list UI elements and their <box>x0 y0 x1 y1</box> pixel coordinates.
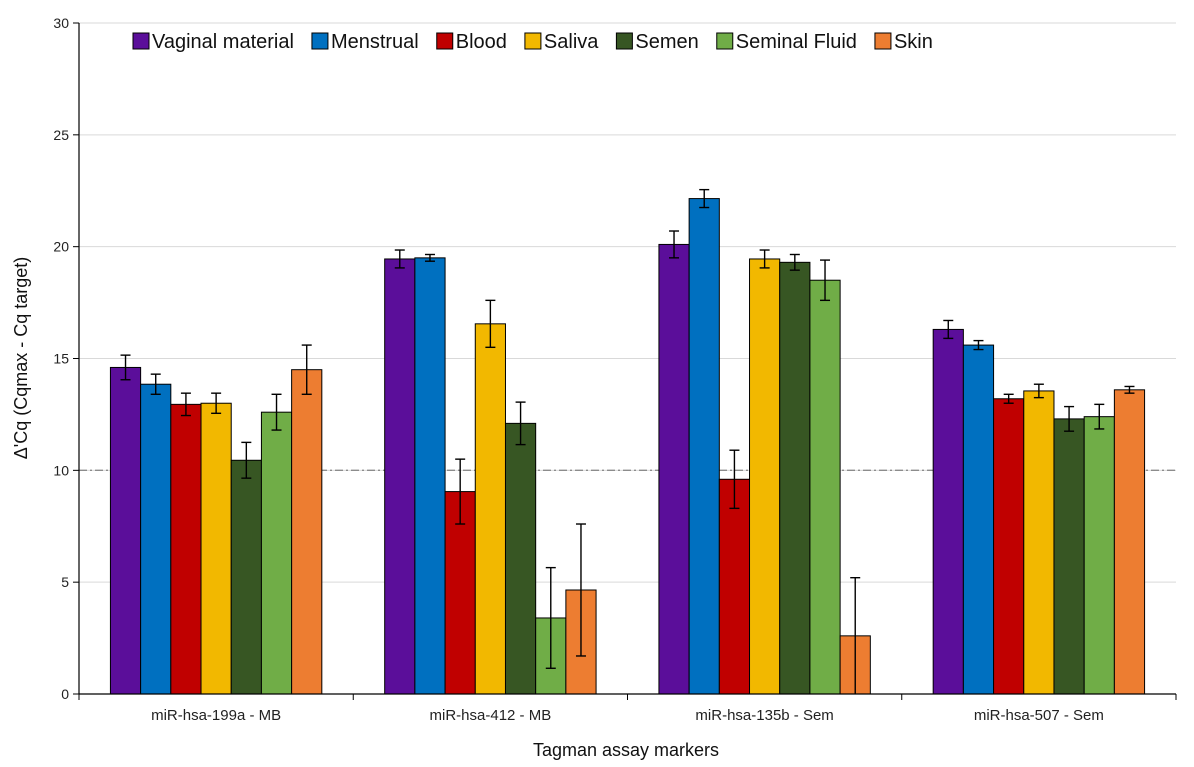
bar-semen-1 <box>231 460 261 694</box>
bar-semen-4 <box>1054 419 1084 694</box>
legend-swatch <box>875 33 891 49</box>
bar-menstrual-2 <box>415 258 445 694</box>
bar-vaginal-material-4 <box>933 329 963 694</box>
y-tick-label: 30 <box>53 15 69 31</box>
legend-swatch <box>312 33 328 49</box>
bar-skin-4 <box>1114 390 1144 694</box>
bar-blood-1 <box>171 404 201 694</box>
x-category-label: miR-hsa-135b - Sem <box>695 707 833 724</box>
bar-seminal-fluid-3 <box>810 280 840 694</box>
y-axis-title: Δ'Cq (Cqmax - Cq target) <box>11 257 31 460</box>
legend-swatch <box>616 33 632 49</box>
bar-seminal-fluid-1 <box>261 412 291 694</box>
bar-blood-4 <box>994 399 1024 694</box>
x-axis-title: Tagman assay markers <box>533 740 719 760</box>
legend-swatch <box>437 33 453 49</box>
bar-saliva-1 <box>201 403 231 694</box>
bar-menstrual-1 <box>141 384 171 694</box>
x-category-label: miR-hsa-199a - MB <box>151 707 281 724</box>
bar-semen-3 <box>780 262 810 694</box>
legend-label: Seminal Fluid <box>736 31 857 53</box>
legend-swatch <box>717 33 733 49</box>
y-tick-label: 20 <box>53 239 69 255</box>
legend-label: Vaginal material <box>152 31 294 53</box>
y-tick-labels: 0 5 10 15 20 25 30 <box>53 15 69 702</box>
legend-label: Semen <box>635 31 698 53</box>
y-tick-label: 5 <box>61 574 69 590</box>
legend-label: Blood <box>456 31 507 53</box>
legend: Vaginal material Menstrual Blood Saliva Seme… <box>133 31 933 53</box>
y-tick-label: 25 <box>53 127 69 143</box>
x-category-label: miR-hsa-507 - Sem <box>974 707 1104 724</box>
y-tick-label: 0 <box>61 686 69 702</box>
bars <box>110 199 1144 694</box>
bar-vaginal-material-3 <box>659 244 689 694</box>
x-category-labels: miR-hsa-199a - MB miR-hsa-412 - MB miR-hsa… <box>151 707 1104 724</box>
y-tick-label: 15 <box>53 351 69 367</box>
legend-label: Skin <box>894 31 933 53</box>
legend-swatch <box>525 33 541 49</box>
legend-label: Saliva <box>544 31 599 53</box>
bar-menstrual-4 <box>963 345 993 694</box>
bar-menstrual-3 <box>689 199 719 694</box>
legend-label: Menstrual <box>331 31 419 53</box>
legend-swatch <box>133 33 149 49</box>
x-category-label: miR-hsa-412 - MB <box>430 707 552 724</box>
bar-blood-3 <box>719 479 749 694</box>
bar-skin-1 <box>292 370 322 694</box>
bar-saliva-3 <box>750 259 780 694</box>
bar-semen-2 <box>505 423 535 694</box>
bar-saliva-2 <box>475 324 505 694</box>
bar-vaginal-material-1 <box>110 367 140 694</box>
y-tick-label: 10 <box>53 462 69 478</box>
bar-seminal-fluid-4 <box>1084 417 1114 694</box>
bar-vaginal-material-2 <box>385 259 415 694</box>
bar-saliva-4 <box>1024 391 1054 694</box>
